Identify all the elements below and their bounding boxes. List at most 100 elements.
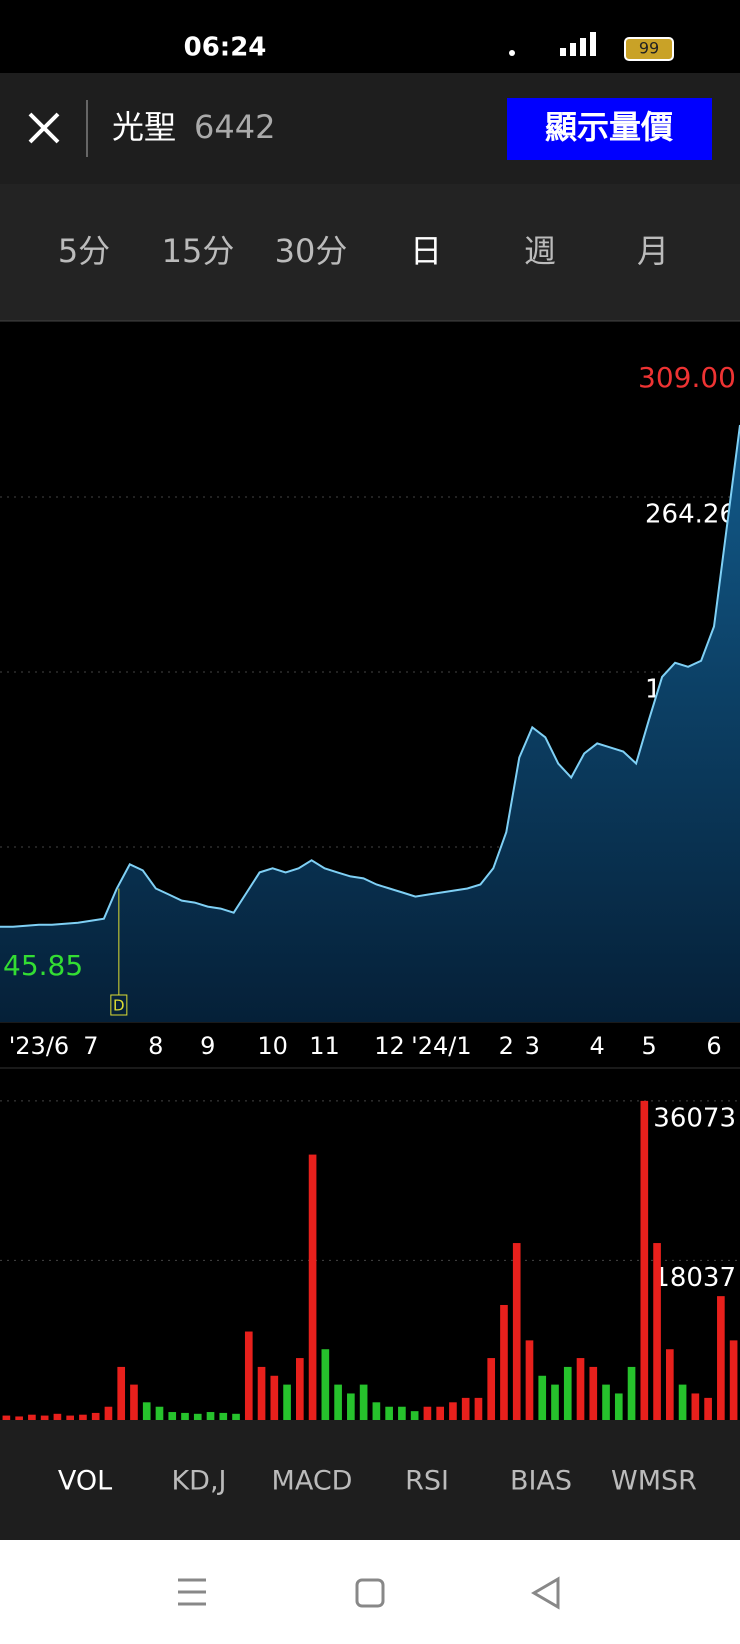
volume-bar — [155, 1406, 164, 1420]
indicator-tab[interactable]: WMSR — [611, 1466, 697, 1497]
volume-bar — [359, 1384, 368, 1420]
volume-bar — [142, 1402, 151, 1420]
indicator-tabs — [0, 1420, 740, 1540]
volume-bar — [15, 1416, 23, 1420]
low-label: 45.85 — [3, 949, 83, 982]
x-tick-label: 10 — [257, 1032, 288, 1060]
x-tick-label: '24/1 — [411, 1032, 472, 1060]
y-tick-label: 18037 — [653, 1263, 736, 1293]
battery — [624, 37, 674, 61]
indicator-tab[interactable]: VOL — [58, 1466, 112, 1497]
volume-bar — [653, 1243, 661, 1420]
volume-bar — [244, 1331, 253, 1420]
volume-bar — [691, 1393, 700, 1420]
volume-bar — [257, 1366, 266, 1420]
x-tick-label: 9 — [200, 1032, 215, 1060]
volume-bar — [347, 1393, 355, 1420]
nav-bar — [0, 1540, 740, 1644]
volume-bar — [500, 1304, 508, 1420]
volume-bar — [232, 1413, 240, 1420]
indicator-tab[interactable]: BIAS — [510, 1466, 572, 1497]
stock-code: 6442 — [194, 108, 275, 146]
volume-bar — [525, 1340, 534, 1420]
volume-bar — [398, 1406, 406, 1420]
volume-bar — [193, 1413, 202, 1420]
volume-bar — [512, 1243, 521, 1420]
volume-bar — [640, 1100, 649, 1420]
period-tab[interactable]: 15分 — [162, 232, 235, 270]
volume-bar — [219, 1412, 228, 1420]
volume-bar — [168, 1412, 177, 1420]
x-tick-label: 2 — [499, 1032, 514, 1060]
area-fill — [0, 425, 740, 1022]
volume-bar — [321, 1349, 330, 1420]
volume-bar — [104, 1406, 113, 1420]
volume-bar — [449, 1402, 457, 1420]
period-tab[interactable]: 5分 — [58, 232, 110, 270]
x-tick-label: 8 — [148, 1032, 163, 1060]
close-button[interactable] — [28, 112, 60, 144]
period-tab[interactable]: 週 — [524, 232, 556, 270]
volume-bar — [79, 1414, 87, 1420]
stock-name: 光聖 — [112, 108, 176, 146]
x-tick-label: 11 — [309, 1032, 340, 1060]
volume-bar — [474, 1397, 483, 1420]
volume-bar — [334, 1384, 342, 1420]
volume-bar — [372, 1402, 381, 1420]
volume-bar — [53, 1413, 62, 1420]
period-tab[interactable]: 日 — [410, 232, 442, 270]
volume-bar — [563, 1366, 572, 1420]
volume-bar — [206, 1412, 215, 1420]
volume-bar — [181, 1412, 189, 1420]
button-label: 顯示量價 — [545, 108, 674, 146]
x-tick-label: 12 — [374, 1032, 405, 1060]
period-tabs — [0, 184, 740, 321]
volume-bar — [614, 1393, 623, 1420]
marker-box — [110, 994, 128, 1016]
clock: 06:24 — [184, 33, 267, 63]
indicator-tab[interactable]: RSI — [405, 1466, 449, 1497]
y-tick-label: 264.26 — [645, 500, 736, 530]
status-icons — [509, 32, 596, 56]
volume-bar — [66, 1415, 74, 1420]
status-bar — [0, 0, 740, 73]
y-tick-label: 36073 — [653, 1103, 736, 1133]
x-tick-label: 5 — [641, 1032, 656, 1060]
volume-bar — [423, 1406, 432, 1420]
x-tick-label: 4 — [590, 1032, 605, 1060]
volume-bar — [551, 1384, 559, 1420]
volume-bar — [130, 1384, 138, 1420]
volume-bar — [410, 1411, 419, 1420]
volume-bar — [91, 1412, 100, 1420]
volume-bar — [717, 1296, 725, 1420]
volume-bar — [729, 1340, 738, 1420]
volume-bar — [270, 1375, 279, 1420]
back-button[interactable] — [531, 1576, 560, 1610]
volume-bar — [436, 1406, 444, 1420]
show-volume-price-button[interactable] — [507, 98, 712, 160]
home-button[interactable] — [355, 1578, 385, 1608]
volume-bar — [40, 1415, 49, 1420]
volume-bar — [117, 1366, 126, 1420]
volume-bar — [2, 1415, 11, 1420]
volume-bar — [678, 1384, 687, 1420]
x-tick-label: 6 — [706, 1032, 721, 1060]
period-tab[interactable]: 月 — [637, 232, 669, 270]
period-tab[interactable]: 30分 — [275, 232, 348, 270]
volume-bar — [602, 1384, 610, 1420]
volume-bar — [666, 1349, 674, 1420]
volume-bar — [627, 1366, 636, 1420]
price-line — [0, 424, 740, 928]
menu-button[interactable] — [178, 1578, 206, 1606]
x-tick-label: '23/6 — [9, 1032, 70, 1060]
high-label: 309.00 — [638, 361, 736, 394]
volume-bar — [704, 1397, 712, 1420]
volume-bar — [283, 1384, 291, 1420]
indicator-tab[interactable]: MACD — [272, 1466, 353, 1497]
volume-bar — [308, 1154, 317, 1420]
indicator-tab[interactable]: KD,J — [171, 1466, 226, 1497]
volume-bar — [487, 1358, 496, 1420]
volume-bar — [296, 1358, 304, 1420]
volume-bar — [385, 1406, 393, 1420]
